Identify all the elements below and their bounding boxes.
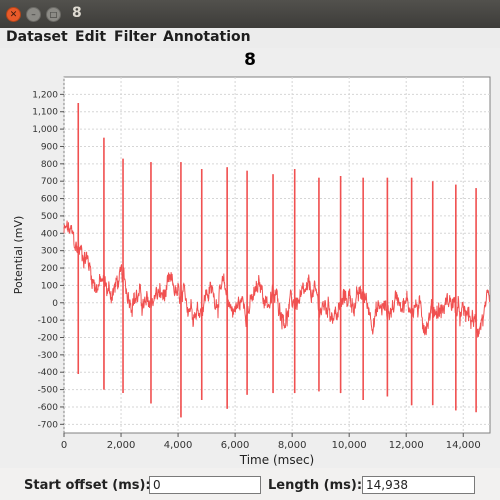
minimize-window-button[interactable]: – <box>26 7 41 22</box>
y-tick-label: -200 <box>38 333 59 343</box>
x-tick-label: 10,000 <box>332 440 367 451</box>
menu-dataset[interactable]: Dataset <box>6 29 68 45</box>
y-tick-label: 1,000 <box>32 125 58 135</box>
range-controls: Start offset (ms): Length (ms): <box>0 470 500 500</box>
window-title: 8 <box>72 5 82 21</box>
x-axis-label: Time (msec) <box>239 453 314 467</box>
y-tick-label: 800 <box>41 160 58 170</box>
x-tick-label: 8,000 <box>278 440 307 451</box>
x-tick-label: 2,000 <box>107 440 136 451</box>
menu-annotation[interactable]: Annotation <box>163 29 251 45</box>
length-label: Length (ms): <box>268 478 363 493</box>
y-tick-label: -500 <box>38 386 59 396</box>
plot-panel: 8 -700 -600 -500 -400 -300 -200 -100 0 100 200 300… <box>0 48 500 468</box>
x-tick-label: 0 <box>61 440 67 451</box>
y-axis-label: Potential (mV) <box>12 216 25 295</box>
potential-trace <box>63 102 491 418</box>
y-tick-label: -300 <box>38 351 59 361</box>
maximize-window-button[interactable]: □ <box>46 7 61 22</box>
x-tick-label: 4,000 <box>164 440 193 451</box>
x-tick-label: 14,000 <box>446 440 481 451</box>
potential-chart[interactable]: -700 -600 -500 -400 -300 -200 -100 0 100 200 300 40… <box>0 48 500 468</box>
y-tick-label: -400 <box>38 368 59 378</box>
y-tick-label: 0 <box>52 299 58 309</box>
x-tick-label: 12,000 <box>389 440 424 451</box>
x-tick-label: 6,000 <box>221 440 250 451</box>
y-tick-label: 700 <box>41 177 58 187</box>
y-tick-label: 300 <box>41 247 58 257</box>
close-window-button[interactable]: ✕ <box>6 7 21 22</box>
y-tick-label: 900 <box>41 142 58 152</box>
start-offset-label: Start offset (ms): <box>24 478 151 493</box>
y-tick-label: 600 <box>41 195 58 205</box>
y-tick-label: -600 <box>38 403 59 413</box>
y-tick-label: 400 <box>41 229 58 239</box>
grid-lines <box>63 77 490 433</box>
y-tick-label: 1,200 <box>32 90 58 100</box>
menu-edit[interactable]: Edit <box>75 29 107 45</box>
menu-filter[interactable]: Filter <box>114 29 157 45</box>
spike-markers <box>77 103 477 418</box>
window-titlebar: ✕ – □ 8 <box>0 0 500 28</box>
y-tick-label: 1,100 <box>32 108 58 118</box>
length-input[interactable] <box>362 476 475 494</box>
menu-bar: Dataset Edit Filter Annotation <box>0 28 500 48</box>
plot-title: 8 <box>244 50 256 70</box>
y-tick-label: -100 <box>38 316 59 326</box>
y-tick-label: -700 <box>38 420 59 430</box>
start-offset-input[interactable] <box>149 476 261 494</box>
y-tick-label: 500 <box>41 212 58 222</box>
y-tick-label: 200 <box>41 264 58 274</box>
y-tick-label: 100 <box>41 281 58 291</box>
plot-area <box>63 76 491 434</box>
